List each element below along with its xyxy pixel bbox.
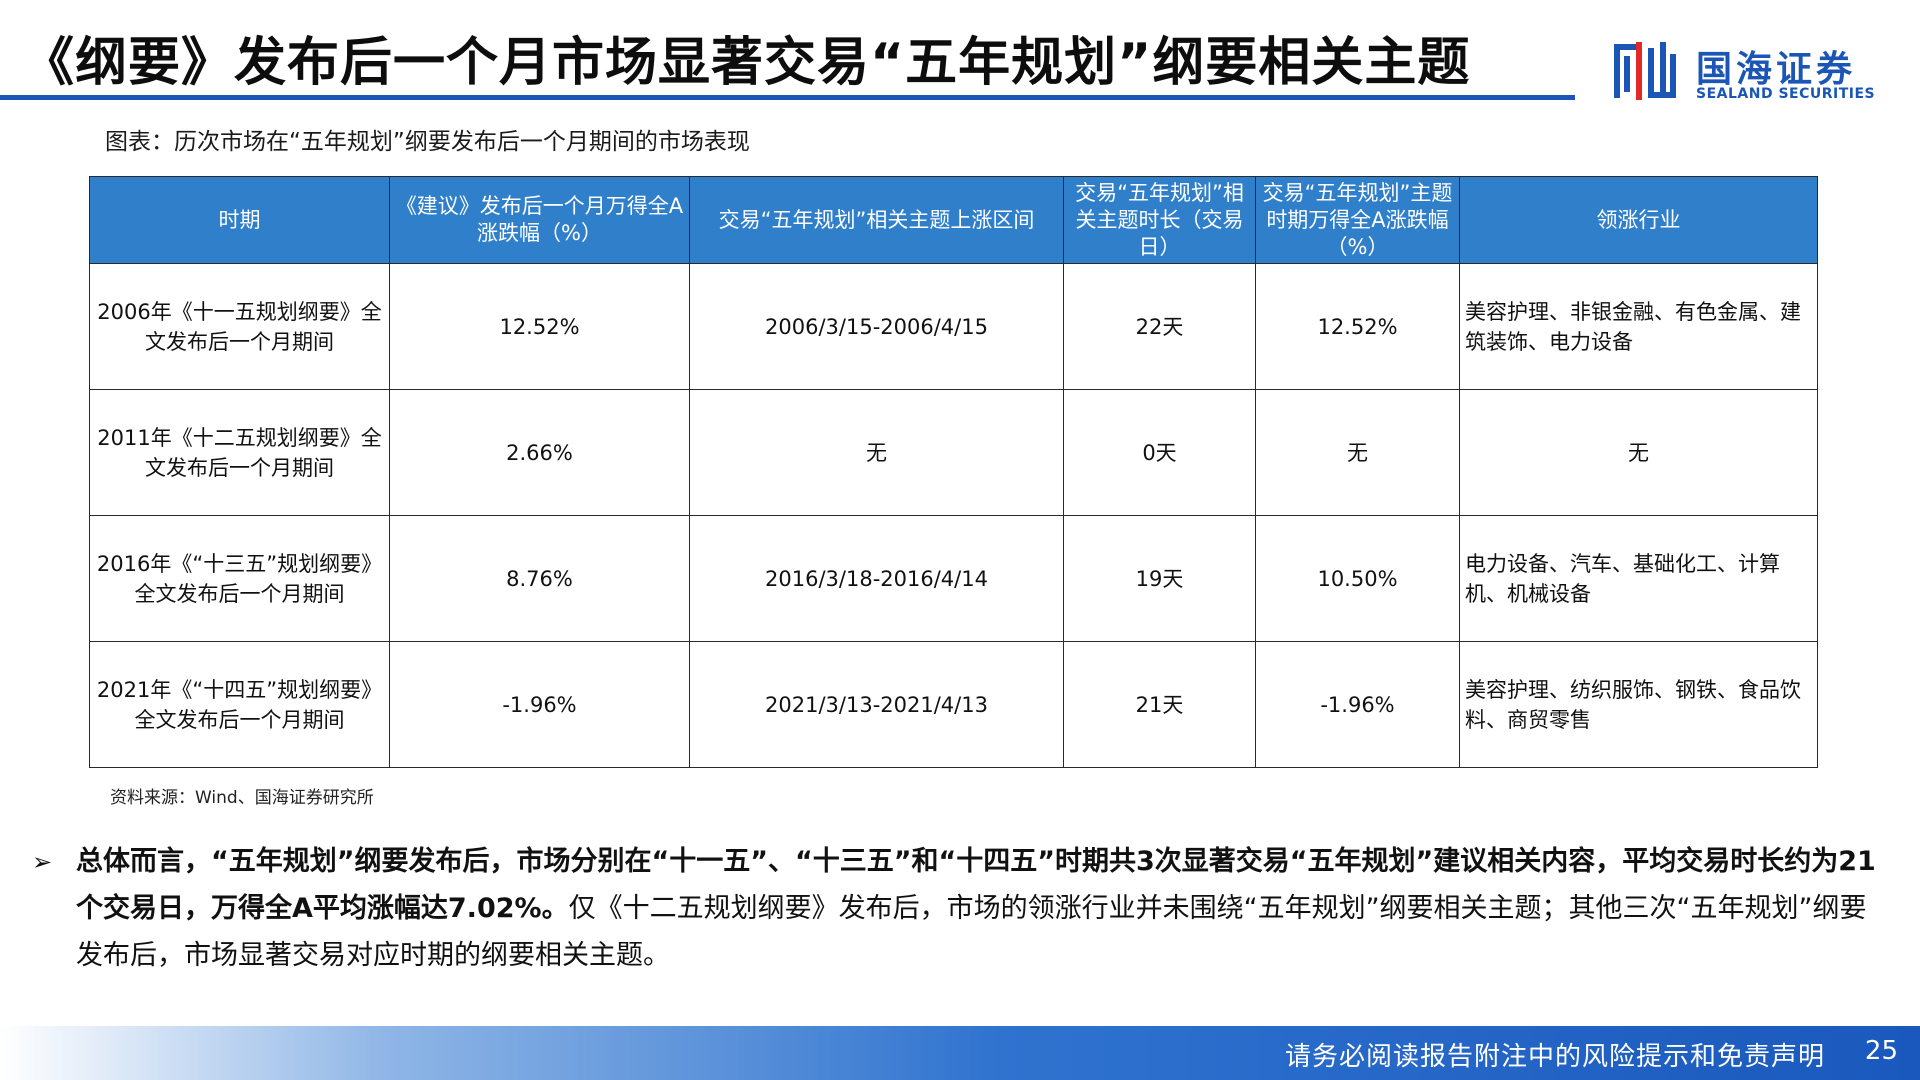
cell-duration: 21天 [1063, 641, 1256, 768]
table-row: 2011年《十二五规划纲要》全文发布后一个月期间 2.66% 无 0天 无 无 [89, 389, 1818, 516]
summary-bold-text: 总体而言，“五年规划”纲要发布后，市场分别在“十一五”、“十三五”和“十四五”时… [76, 846, 1876, 924]
cell-change: -1.96% [389, 641, 690, 768]
data-source-note: 资料来源：Wind、国海证券研究所 [110, 788, 374, 808]
summary-normal-text: 仅《十二五规划纲要》发布后，市场的领涨行业并未围绕“五年规划”纲要相关主题；其他… [76, 893, 1867, 971]
cell-duration: 22天 [1063, 263, 1256, 390]
footer-disclaimer: 请务必阅读报告附注中的风险提示和免责声明 [1284, 1042, 1825, 1072]
cell-theme-change: -1.96% [1255, 641, 1460, 768]
page-number: 25 [1864, 1036, 1898, 1066]
summary-paragraph: 总体而言，“五年规划”纲要发布后，市场分别在“十一五”、“十三五”和“十四五”时… [76, 838, 1886, 979]
header-theme-duration: 交易“五年规划”相关主题时长（交易日） [1063, 176, 1256, 264]
cell-period: 2021年《“十四五”规划纲要》全文发布后一个月期间 [89, 641, 390, 768]
table-header-row: 时期 《建议》发布后一个月万得全A涨跌幅（%） 交易“五年规划”相关主题上涨区间… [89, 176, 1818, 264]
sealand-logo-icon [1614, 42, 1676, 100]
table-caption: 图表：历次市场在“五年规划”纲要发布后一个月期间的市场表现 [105, 129, 750, 155]
logo-chinese-name: 国海证券 [1696, 49, 1857, 90]
cell-theme-change: 无 [1255, 389, 1460, 516]
logo-english-name: SEALAND SECURITIES [1696, 86, 1876, 102]
cell-range: 无 [689, 389, 1064, 516]
table-row: 2006年《十一五规划纲要》全文发布后一个月期间 12.52% 2006/3/1… [89, 263, 1818, 390]
cell-period: 2016年《“十三五”规划纲要》全文发布后一个月期间 [89, 515, 390, 642]
cell-range: 2006/3/15-2006/4/15 [689, 263, 1064, 390]
cell-theme-change: 12.52% [1255, 263, 1460, 390]
page-title: 《纲要》发布后一个月市场显著交易“五年规划”纲要相关主题 [22, 33, 1471, 93]
header-theme-range: 交易“五年规划”相关主题上涨区间 [689, 176, 1064, 264]
cell-duration: 0天 [1063, 389, 1256, 516]
cell-period: 2011年《十二五规划纲要》全文发布后一个月期间 [89, 389, 390, 516]
cell-period: 2006年《十一五规划纲要》全文发布后一个月期间 [89, 263, 390, 390]
bullet-arrow-icon: ➢ [32, 848, 53, 876]
header-leading-industries: 领涨行业 [1459, 176, 1818, 264]
table-row: 2021年《“十四五”规划纲要》全文发布后一个月期间 -1.96% 2021/3… [89, 641, 1818, 768]
cell-industries: 电力设备、汽车、基础化工、计算机、机械设备 [1459, 515, 1818, 642]
cell-change: 8.76% [389, 515, 690, 642]
cell-range: 2021/3/13-2021/4/13 [689, 641, 1064, 768]
cell-industries: 美容护理、非银金融、有色金属、建筑装饰、电力设备 [1459, 263, 1818, 390]
cell-industries: 美容护理、纺织服饰、钢铁、食品饮料、商贸零售 [1459, 641, 1818, 768]
title-underline [0, 95, 1575, 100]
cell-industries: 无 [1459, 389, 1818, 516]
cell-duration: 19天 [1063, 515, 1256, 642]
footer-bar: 请务必阅读报告附注中的风险提示和免责声明 25 [0, 1026, 1920, 1080]
cell-range: 2016/3/18-2016/4/14 [689, 515, 1064, 642]
header-theme-change: 交易“五年规划”主题时期万得全A涨跌幅（%） [1255, 176, 1460, 264]
cell-theme-change: 10.50% [1255, 515, 1460, 642]
company-logo: 国海证券 SEALAND SECURITIES [1612, 38, 1912, 108]
table-row: 2016年《“十三五”规划纲要》全文发布后一个月期间 8.76% 2016/3/… [89, 515, 1818, 642]
header-period: 时期 [89, 176, 390, 264]
market-performance-table: 时期 《建议》发布后一个月万得全A涨跌幅（%） 交易“五年规划”相关主题上涨区间… [89, 176, 1818, 768]
cell-change: 12.52% [389, 263, 690, 390]
cell-change: 2.66% [389, 389, 690, 516]
header-proposal-change: 《建议》发布后一个月万得全A涨跌幅（%） [389, 176, 690, 264]
